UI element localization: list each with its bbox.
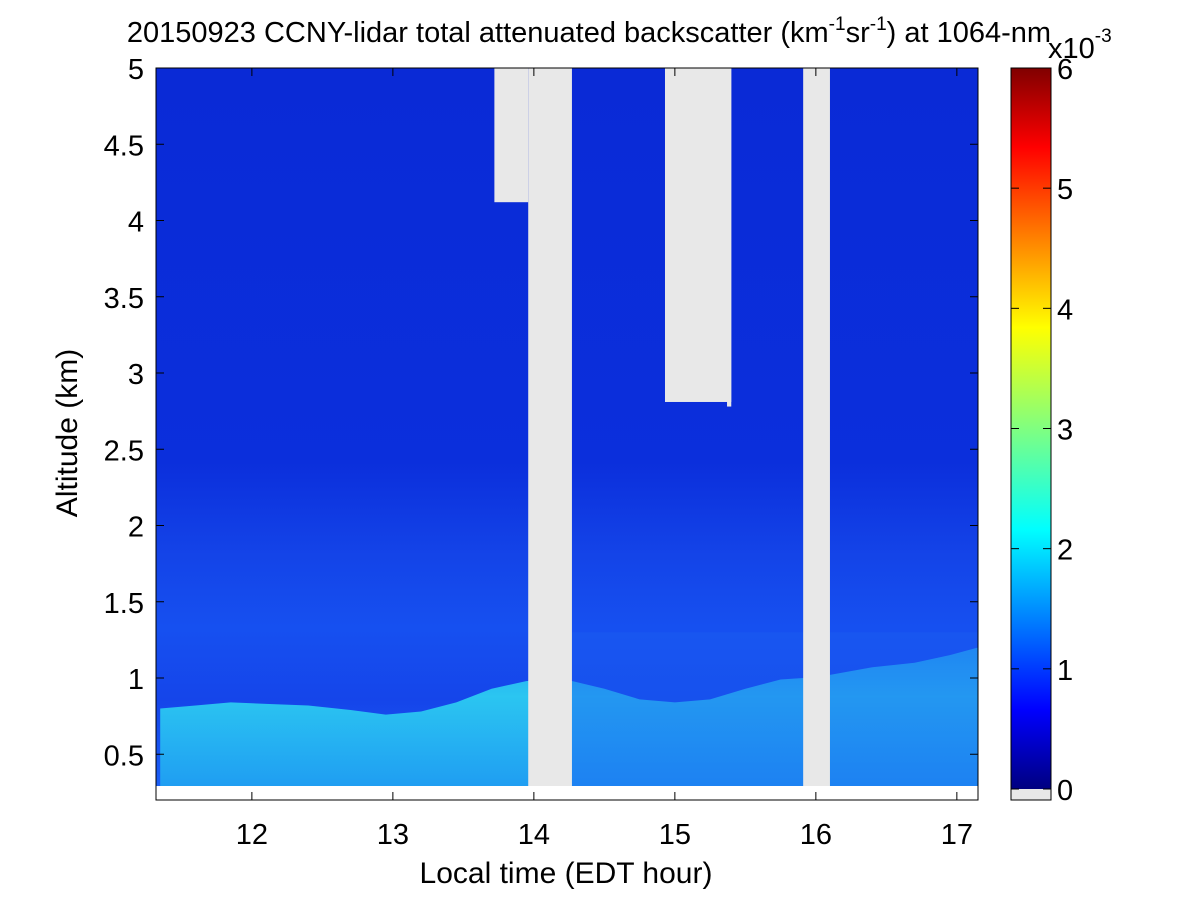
y-tick-label: 2 [128,512,144,544]
title-middle: sr [846,17,871,49]
plot-frame [155,67,979,801]
colorbar: 0 1 2 3 4 5 6 x10-3 [1010,26,1112,807]
colorbar-ticks: 0 1 2 3 4 5 6 [1011,54,1073,807]
x-tick-label: 14 [518,819,550,851]
y-tick-label: 4.5 [104,130,144,162]
x-axis: 12 13 14 15 16 17 [236,68,973,851]
x-tick-label: 12 [236,819,268,851]
colorbar-frame [1010,67,1052,801]
x-tick-label: 17 [941,819,973,851]
colorbar-tick-label: 0 [1057,775,1073,807]
y-tick-label: 3 [128,359,144,391]
x-axis-label: Local time (EDT hour) [420,857,713,890]
y-tick-label: 4 [128,207,144,239]
no-data-gap-4 [727,68,732,407]
colorbar-multiplier-base: x10 [1048,33,1095,65]
plot-area: 12 13 14 15 16 17 0.5 1 1.5 2 2.5 3 3.5 4 4.5 5 [104,54,979,851]
no-data-gap-0 [528,68,572,786]
x-tick-label: 15 [659,819,691,851]
colorbar-multiplier: x10-3 [1048,26,1112,65]
y-tick-label: 1.5 [104,588,144,620]
y-axis: 0.5 1 1.5 2 2.5 3 3.5 4 4.5 5 [104,54,978,772]
no-data-gap-3 [664,68,732,402]
y-axis-label: Altitude (km) [51,349,84,517]
colorbar-tick-label: 4 [1057,294,1073,326]
no-data-gaps [494,68,830,786]
colorbar-tick-label: 5 [1057,174,1073,206]
no-data-gap-2 [494,68,529,203]
y-tick-label: 0.5 [104,740,144,772]
title-prefix: 20150923 CCNY-lidar total attenuated bac… [127,17,829,49]
title-exponent-2: -1 [870,14,887,35]
no-data-gap-1 [803,68,830,786]
colorbar-tick-label: 2 [1057,535,1073,567]
colorbar-tick-label: 1 [1057,655,1073,687]
y-tick-label: 1 [128,664,144,696]
colorbar-multiplier-exponent: -3 [1095,26,1112,47]
colorbar-tick-label: 6 [1057,54,1073,86]
y-tick-label: 2.5 [104,435,144,467]
afternoon-weaker-aerosol [571,632,978,786]
chart-title: 20150923 CCNY-lidar total attenuated bac… [127,14,1051,49]
x-tick-label: 13 [377,819,409,851]
y-tick-label: 5 [128,54,144,86]
title-suffix: ) at 1064-nm [887,17,1051,49]
y-tick-label: 3.5 [104,283,144,315]
title-exponent-1: -1 [829,14,846,35]
colorbar-nodata-swatch [1011,789,1051,800]
x-tick-label: 16 [800,819,832,851]
colorbar-tick-label: 3 [1057,415,1073,447]
